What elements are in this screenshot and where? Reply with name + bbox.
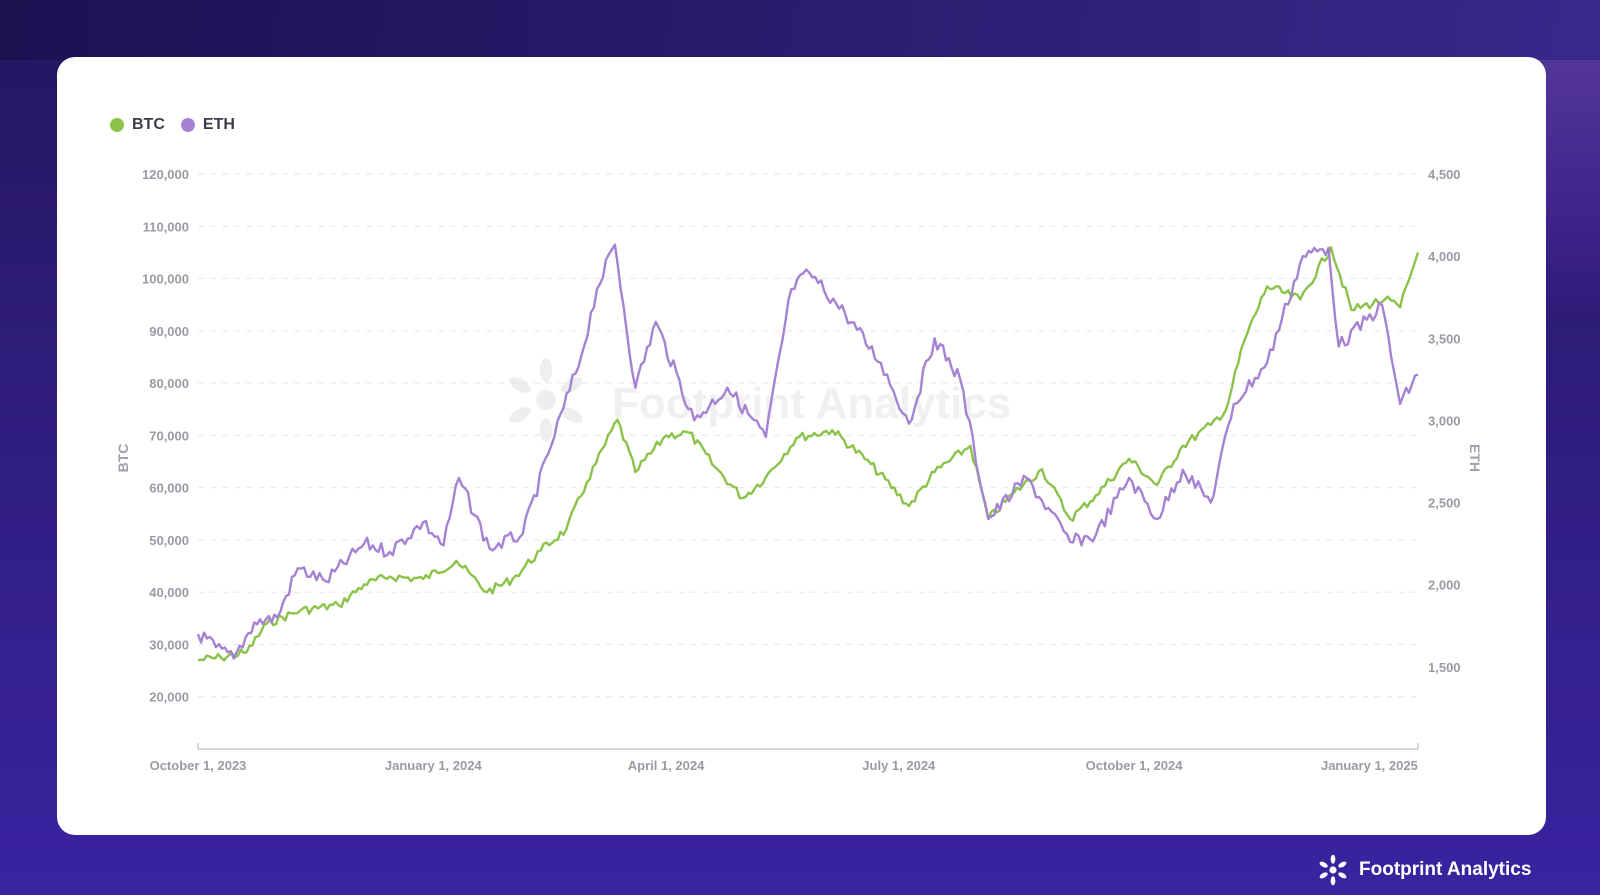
right-tick-label: 4,500 [1428,167,1461,182]
x-tick-label: January 1, 2025 [1321,758,1418,773]
legend-dot-eth [180,118,195,132]
watermark-logo-icon [509,358,583,442]
series-layer [196,243,1420,662]
watermark-text: Footprint Analytics [612,379,1011,428]
left-tick-label: 40,000 [149,585,189,600]
series-line-eth [196,243,1419,660]
left-tick-label: 100,000 [142,272,189,287]
left-axis-title: BTC [115,444,131,473]
legend-label-eth: ETH [202,116,235,133]
x-tick-label: October 1, 2023 [150,758,247,773]
right-axis-title: ETH [1467,444,1483,472]
legend-item-btc[interactable]: BTC [110,116,165,134]
right-tick-label: 4,000 [1428,249,1461,264]
left-tick-label: 120,000 [142,167,189,182]
left-tick-label: 70,000 [149,428,189,443]
left-tick-label: 60,000 [149,481,189,496]
series-line-btc [197,246,1420,662]
right-tick-label: 1,500 [1428,660,1461,675]
left-tick-label: 50,000 [149,533,189,548]
background-band [0,0,1600,60]
left-tick-label: 90,000 [149,324,189,339]
left-tick-label: 80,000 [149,376,189,391]
right-tick-label: 3,000 [1428,413,1461,428]
legend-label-btc: BTC [132,116,165,133]
x-axis-ticks: October 1, 2023 January 1, 2024 April 1, 2… [150,758,1418,773]
brand-logo: Footprint Analytics [1315,852,1531,888]
chart-card [57,57,1546,835]
left-tick-label: 20,000 [149,690,189,705]
right-tick-label: 3,500 [1428,331,1461,346]
legend-dot-btc [110,118,124,132]
left-axis-ticks: 120,000 110,000 100,000 90,000 80,000 70,000 6… [142,167,189,705]
right-axis-ticks: 4,500 4,000 3,500 3,000 2,500 2,000 1,500 [1428,167,1461,675]
brand-name: Footprint Analytics [1359,859,1532,880]
chart-legend: BTC ETH [110,116,235,134]
footprint-logo-icon [1319,854,1347,886]
x-tick-label: April 1, 2024 [628,758,705,773]
x-tick-label: January 1, 2024 [385,758,483,773]
legend-item-eth[interactable]: ETH [180,116,235,134]
grid [197,173,1419,750]
x-tick-label: July 1, 2024 [862,758,936,773]
left-tick-label: 30,000 [149,637,189,652]
right-tick-label: 2,500 [1428,496,1461,511]
watermark: Footprint Analytics [509,358,1011,442]
right-tick-label: 2,000 [1428,578,1461,593]
left-tick-label: 110,000 [143,219,189,234]
x-tick-label: October 1, 2024 [1086,758,1184,773]
